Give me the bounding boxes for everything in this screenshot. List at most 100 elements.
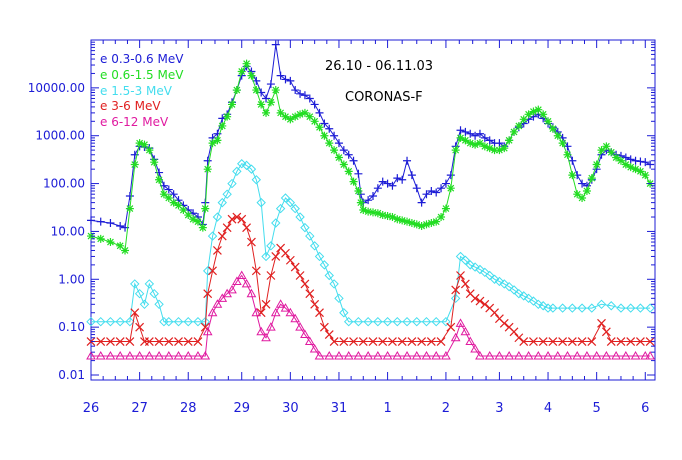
- y-tick-label: 1000.00: [35, 129, 85, 143]
- data-point: [324, 350, 335, 360]
- legend-entry-2: e 0.6-1.5 MeV: [100, 68, 184, 82]
- plot-frame: [90, 39, 656, 381]
- data-point: [403, 217, 412, 226]
- data-point: [140, 140, 149, 149]
- data-point: [538, 301, 548, 311]
- data-point: [169, 190, 178, 199]
- data-point: [246, 164, 257, 174]
- data-point: [645, 350, 655, 360]
- data-point: [368, 337, 378, 346]
- data-point: [247, 71, 256, 80]
- data-point: [353, 316, 364, 327]
- data-point: [611, 350, 621, 360]
- data-point: [450, 332, 461, 342]
- data-point: [523, 293, 534, 304]
- data-point: [290, 262, 300, 272]
- data-point: [310, 100, 319, 109]
- data-point: [451, 146, 460, 155]
- data-point: [304, 336, 315, 346]
- data-point: [236, 270, 247, 279]
- data-point: [471, 140, 480, 149]
- data-point: [378, 211, 387, 220]
- data-point: [212, 246, 222, 255]
- data-point: [392, 316, 403, 327]
- legend-entry-5: e 6-12 MeV: [100, 115, 169, 129]
- data-point: [382, 350, 393, 360]
- data-point: [465, 260, 475, 270]
- data-point: [411, 350, 422, 360]
- data-point: [179, 206, 188, 215]
- data-point: [398, 216, 407, 225]
- data-point: [271, 252, 281, 261]
- data-point: [529, 337, 538, 346]
- data-point: [286, 115, 295, 124]
- data-point: [393, 215, 402, 224]
- data-point: [217, 293, 228, 302]
- data-point: [105, 350, 116, 360]
- data-point: [164, 316, 174, 327]
- data-point: [489, 274, 500, 284]
- data-point: [465, 336, 476, 346]
- data-point: [150, 158, 159, 167]
- data-point: [432, 188, 441, 197]
- data-point: [305, 112, 314, 121]
- data-point: [154, 337, 164, 346]
- x-tick-label: 28: [180, 401, 197, 416]
- data-point: [373, 209, 382, 218]
- data-point: [125, 191, 134, 200]
- data-point: [237, 67, 246, 76]
- data-point: [242, 59, 251, 68]
- data-point: [538, 337, 548, 346]
- data-point: [324, 330, 334, 339]
- data-point: [145, 146, 154, 155]
- data-point: [169, 198, 178, 207]
- data-point: [490, 146, 499, 155]
- data-point: [494, 276, 505, 287]
- x-tick-label: 27: [131, 401, 148, 416]
- data-point: [227, 214, 237, 224]
- data-point: [450, 293, 461, 304]
- data-point: [106, 238, 115, 247]
- legend-entry-3: e 1.5-3 MeV: [100, 84, 173, 98]
- legend-entry-4: e 3-6 MeV: [100, 99, 161, 113]
- data-point: [475, 264, 485, 275]
- data-point: [115, 316, 125, 327]
- data-point: [378, 177, 387, 186]
- data-point: [96, 316, 106, 327]
- data-point: [222, 189, 232, 199]
- data-point: [270, 307, 281, 317]
- data-point: [315, 308, 324, 318]
- data-point: [193, 350, 203, 360]
- data-point: [334, 153, 343, 162]
- data-point: [300, 108, 309, 117]
- data-point: [563, 142, 572, 151]
- data-point: [402, 350, 412, 360]
- data-point: [369, 208, 377, 217]
- data-point: [135, 322, 145, 332]
- data-point: [106, 219, 115, 228]
- data-point: [87, 216, 95, 225]
- data-point: [310, 299, 320, 309]
- data-point: [504, 350, 514, 360]
- data-point: [446, 184, 455, 193]
- data-point: [616, 337, 626, 346]
- data-point: [533, 350, 544, 360]
- data-point: [528, 296, 539, 306]
- data-point: [398, 175, 407, 184]
- data-point: [534, 105, 543, 114]
- data-point: [217, 197, 227, 208]
- data-point: [320, 131, 329, 140]
- data-point: [256, 197, 266, 208]
- data-point: [121, 246, 130, 255]
- data-point: [485, 136, 494, 145]
- data-point: [557, 303, 568, 313]
- data-point: [631, 156, 640, 165]
- data-point: [174, 337, 183, 346]
- data-point: [616, 156, 625, 165]
- data-point: [144, 337, 154, 346]
- data-point: [460, 279, 470, 289]
- data-point: [125, 350, 135, 360]
- y-tick-label: 10000.00: [28, 81, 85, 95]
- data-point: [359, 206, 368, 215]
- data-point: [646, 160, 655, 169]
